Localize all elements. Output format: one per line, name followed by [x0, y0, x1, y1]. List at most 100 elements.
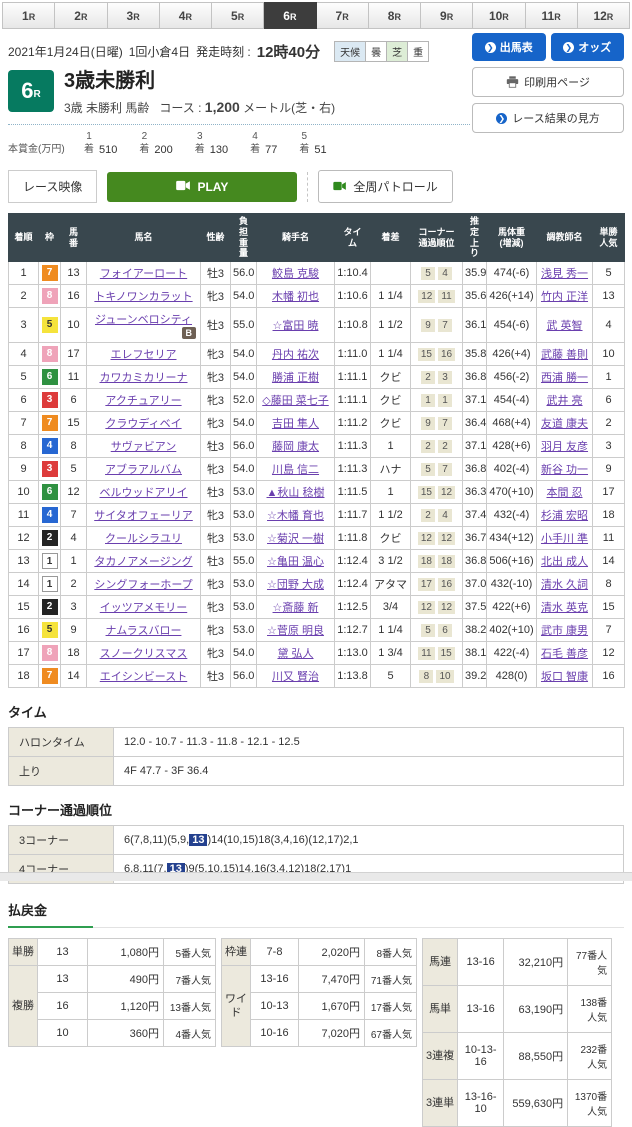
trainer-link[interactable]: 浅見 秀一 [540, 268, 589, 281]
horse-name-link[interactable]: トキノワンカラット [94, 291, 193, 304]
trainer-link[interactable]: 本間 忍 [546, 487, 583, 500]
finish-position: 14 [8, 572, 39, 597]
jockey-link[interactable]: 吉田 隼人 [271, 418, 320, 431]
tab-race-6r[interactable]: 6R [264, 2, 317, 29]
horse-number: 11 [60, 365, 87, 390]
frame-badge: 2 [41, 599, 58, 616]
horse-name-link[interactable]: クールシラユリ [105, 533, 182, 546]
horse-name-link[interactable]: エレフセリア [110, 349, 177, 362]
jockey-link[interactable]: ☆団野 大成 [267, 579, 324, 592]
tab-race-7r[interactable]: 7R [316, 2, 369, 29]
jockey-link[interactable]: 川島 信二 [271, 464, 320, 477]
payout-amount: 1,080円 [87, 938, 164, 967]
jockey-link[interactable]: ☆亀田 温心 [267, 556, 324, 569]
jockey-link[interactable]: 川又 賢治 [271, 671, 320, 684]
play-video-button[interactable]: PLAY [107, 171, 298, 202]
entry-table-button[interactable]: ❯ 出馬表 [472, 33, 546, 61]
tab-race-12r[interactable]: 12R [577, 2, 630, 29]
trainer-link[interactable]: 北出 成人 [540, 556, 589, 569]
tab-race-11r[interactable]: 11R [525, 2, 578, 29]
jockey-link[interactable]: ☆富田 暁 [272, 320, 319, 333]
print-page-button[interactable]: 印刷用ページ [472, 67, 624, 97]
trainer-link[interactable]: 武井 亮 [546, 395, 583, 408]
trainer-link[interactable]: 竹内 正洋 [540, 291, 589, 304]
jockey-link[interactable]: 黛 弘人 [277, 648, 314, 661]
jockey-link[interactable]: 勝浦 正樹 [271, 372, 320, 385]
tab-race-suffix: R [342, 12, 349, 22]
tab-race-10r[interactable]: 10R [473, 2, 526, 29]
trainer-link[interactable]: 清水 英克 [540, 602, 589, 615]
corner-row-value: 6(7,8,11)(5,9, 13)14(10,15)18(3,4,16)(12,… [113, 825, 624, 856]
trainer-link[interactable]: 羽月 友彦 [540, 441, 589, 454]
payout-table: 単勝 13 1,080円 5番人気 複勝 13 490円 7番人気 16 1,120円 13番人気 1… [8, 938, 216, 1048]
result-row: 4 8 17 エレフセリア 牝3 54.0 丹内 祐次 1:11.0 1 1/4 15 16 35.8… [8, 342, 625, 367]
jockey-link[interactable]: ☆木幡 育也 [267, 510, 324, 523]
jockey-link[interactable]: 鮫島 克駿 [271, 268, 320, 281]
trainer-link[interactable]: 新谷 功一 [540, 464, 589, 477]
results-column-header: コーナー 通過順位 [410, 212, 463, 263]
result-row: 2 8 16 トキノワンカラット 牝3 54.0 木幡 初也 1:10.6 1 1/4 12 11 3… [8, 284, 625, 309]
jockey-link[interactable]: ☆斎藤 新 [272, 602, 319, 615]
horse-name-link[interactable]: ジューンベロシティ [94, 314, 193, 327]
jockey-link[interactable]: 丹内 祐次 [271, 349, 320, 362]
estimated-agari: 36.8 [462, 549, 487, 574]
trainer-link[interactable]: 杉浦 宏昭 [540, 510, 589, 523]
tab-race-8r[interactable]: 8R [368, 2, 421, 29]
horse-number: 6 [60, 388, 87, 413]
patrol-video-button[interactable]: 全周パトロール [318, 170, 453, 203]
result-guide-button[interactable]: ❯ レース結果の見方 [472, 103, 624, 133]
horse-name-link[interactable]: シングフォーホープ [94, 579, 193, 592]
tab-race-5r[interactable]: 5R [212, 2, 265, 29]
jockey-link[interactable]: 木幡 初也 [271, 291, 320, 304]
trainer-link[interactable]: 西浦 勝一 [540, 372, 589, 385]
horse-name-link[interactable]: ナムラスバロー [105, 625, 182, 638]
win-popularity: 12 [592, 641, 625, 666]
trainer-link[interactable]: 清水 久詞 [540, 579, 589, 592]
horse-name-cell: タカノアメージング [86, 549, 201, 574]
sex-age: 牝3 [200, 503, 231, 528]
horse-name-link[interactable]: イッツアメモリー [99, 602, 188, 615]
trainer-link[interactable]: 小手川 準 [540, 533, 589, 546]
frame-cell: 1 [38, 572, 61, 597]
jockey-link[interactable]: 藤岡 康太 [271, 441, 320, 454]
horse-name-link[interactable]: クラウディベイ [105, 418, 182, 431]
payout-type: 単勝 [8, 938, 38, 967]
trainer-link[interactable]: 友道 康夫 [540, 418, 589, 431]
trainer-link[interactable]: 武市 康男 [540, 625, 589, 638]
tab-race-9r[interactable]: 9R [421, 2, 474, 29]
result-row: 15 2 3 イッツアメモリー 牝3 53.0 ☆斎藤 新 1:12.5 3/4 12 12 37.5… [8, 595, 625, 620]
tab-race-3r[interactable]: 3R [107, 2, 160, 29]
trainer-link[interactable]: 武 英智 [546, 320, 583, 333]
horse-name-link[interactable]: ベルウッドアリイ [99, 487, 188, 500]
horse-name-link[interactable]: サヴァビアン [110, 441, 177, 454]
trainer-link[interactable]: 石毛 善彦 [540, 648, 589, 661]
tab-race-1r[interactable]: 1R [2, 2, 56, 29]
horse-number: 17 [60, 342, 87, 367]
horse-name-link[interactable]: エイシンビースト [99, 671, 188, 684]
horse-name-link[interactable]: カワカミカリーナ [99, 372, 188, 385]
tab-race-4r[interactable]: 4R [159, 2, 212, 29]
frame-badge: 6 [41, 369, 58, 386]
horse-name-link[interactable]: タカノアメージング [94, 556, 193, 569]
horse-name-link[interactable]: スノークリスマス [99, 648, 188, 661]
results-column-header: 着順 [8, 212, 39, 263]
jockey-link[interactable]: ▲秋山 稔樹 [266, 487, 325, 500]
odds-button[interactable]: ❯ オッズ [550, 33, 624, 61]
jockey-cell: 川又 賢治 [256, 664, 335, 689]
corner-positions: 15 16 [410, 342, 463, 367]
jockey-link[interactable]: ☆菅原 明良 [267, 625, 324, 638]
corner-positions: 18 18 [410, 549, 463, 574]
horse-name-cell: シングフォーホープ [86, 572, 201, 597]
payout-popularity: 17番人気 [364, 992, 417, 1021]
trainer-link[interactable]: 武藤 善則 [540, 349, 589, 362]
horse-name-link[interactable]: アブラアルバム [105, 464, 182, 477]
horse-name-link[interactable]: サイタオフェーリア [94, 510, 193, 523]
jockey-link[interactable]: ◇藤田 菜七子 [262, 395, 329, 408]
tab-race-2r[interactable]: 2R [55, 2, 108, 29]
jockey-link[interactable]: ☆菊沢 一樹 [267, 533, 324, 546]
trainer-link[interactable]: 坂口 智康 [540, 671, 589, 684]
horse-name-link[interactable]: フォイアーロート [99, 268, 188, 281]
horse-name-link[interactable]: アクチュアリー [105, 395, 182, 408]
estimated-agari: 37.5 [462, 595, 487, 620]
